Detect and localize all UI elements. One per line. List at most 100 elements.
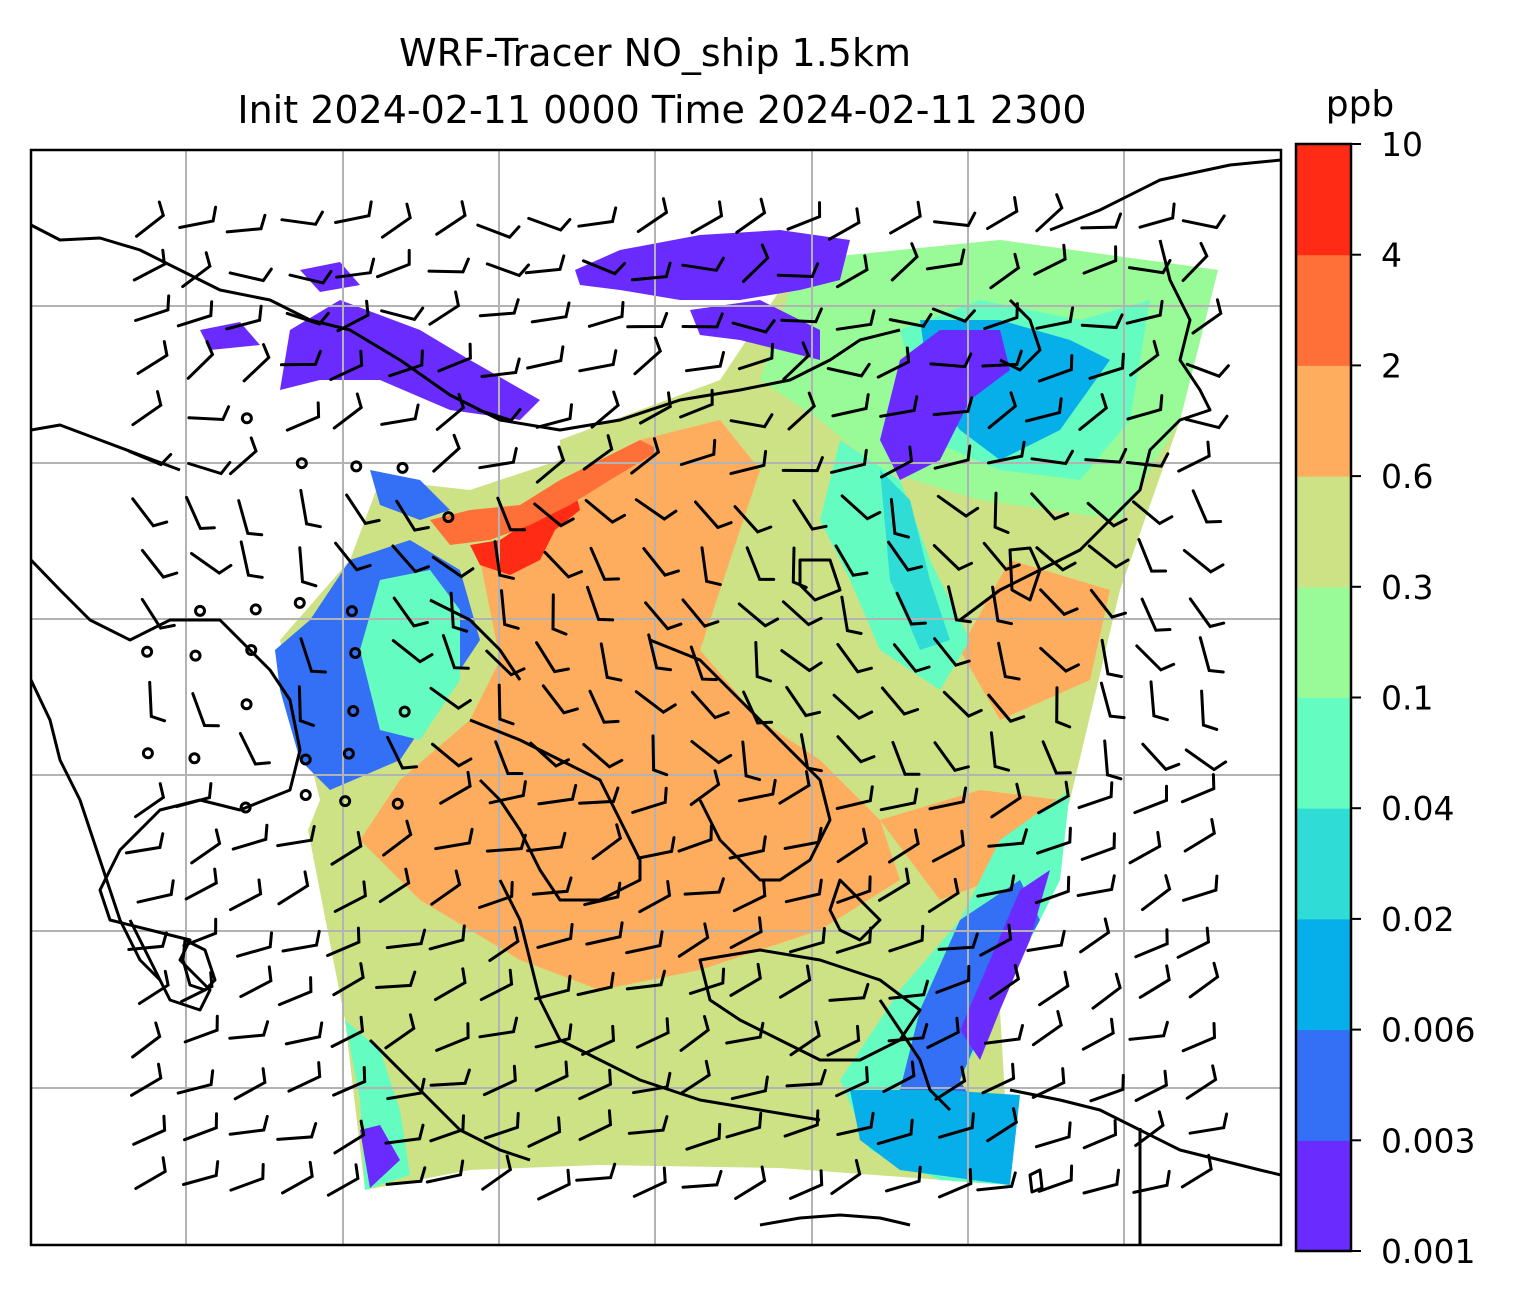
wind-barb [1132, 500, 1174, 526]
wind-barb [878, 867, 911, 902]
wind-barb [582, 434, 614, 471]
wind-barb [679, 388, 714, 419]
wind-barb [700, 546, 722, 587]
wind-barb [1041, 740, 1072, 775]
border-himalaya [31, 223, 901, 432]
wind-barb [127, 931, 168, 951]
wind-barb [991, 585, 1013, 626]
wind-barb [1180, 773, 1216, 804]
wind-barb [585, 921, 624, 946]
coast-sulawesi [878, 999, 952, 1112]
wind-barb [430, 869, 462, 906]
wind-barb [535, 641, 570, 674]
wind-barb [688, 967, 726, 995]
wind-barb-calm [396, 461, 409, 474]
wind-barb [140, 548, 179, 579]
wind-barb [181, 251, 212, 289]
wind-barb [1099, 681, 1126, 720]
wind-barb [537, 1168, 571, 1201]
wind-barb [889, 200, 922, 235]
wind-barb [1025, 397, 1063, 423]
wind-barb [130, 1062, 163, 1097]
coast-java [759, 1213, 911, 1227]
wind-barb [276, 825, 316, 848]
wind-barb [1088, 352, 1125, 380]
wind-barb [1141, 874, 1172, 912]
colorbar-block [1296, 697, 1351, 809]
wind-barb-calm [240, 412, 253, 425]
wind-barb [636, 197, 669, 233]
wind-barb [326, 1163, 360, 1197]
wind-barb [1031, 1067, 1066, 1099]
wind-barb [840, 494, 882, 521]
wind-barb [986, 1107, 1018, 1143]
wind-barb [184, 867, 218, 901]
wind-barb [931, 829, 966, 863]
wind-barb [185, 495, 216, 531]
wind-barb-calm [350, 460, 363, 473]
wind-barb [334, 200, 373, 224]
wind-barb [591, 823, 623, 861]
wind-barb [582, 743, 624, 769]
wind-barb [782, 341, 811, 381]
wind-barb [926, 1016, 960, 1049]
wind-barb [391, 639, 434, 664]
wind-barb [1181, 214, 1226, 230]
wind-barb [737, 342, 775, 371]
wind-barb [332, 1066, 367, 1097]
wind-barb [529, 741, 570, 768]
region-blue-bottom [850, 1090, 1020, 1185]
wind-barb [632, 1071, 672, 1095]
wind-barb [1185, 362, 1230, 378]
wind-barb [1182, 549, 1225, 574]
wind-barb-calm [398, 705, 411, 718]
map-panel [31, 150, 1281, 1245]
wind-barb [876, 1118, 914, 1146]
wind-barb [1125, 299, 1164, 325]
wind-barb [239, 965, 273, 999]
wind-barb [787, 391, 816, 431]
wind-barb [631, 261, 672, 282]
wind-barb [989, 252, 1021, 290]
wind-barb [976, 874, 1016, 898]
wind-barb [384, 1123, 425, 1145]
wind-barb [1183, 818, 1216, 853]
wind-barb [435, 200, 467, 236]
wind-barb [932, 396, 974, 417]
wind-barb [1198, 636, 1225, 674]
wind-barb [636, 836, 676, 860]
wind-barb [391, 544, 430, 574]
gridlines [31, 150, 1281, 1245]
wind-barb [836, 1111, 875, 1136]
wind-barb [485, 649, 526, 677]
wind-barb [836, 254, 869, 289]
wind-barb [889, 498, 910, 539]
wind-barb [1177, 440, 1211, 473]
wind-barb [599, 642, 623, 682]
wind-barb [780, 649, 823, 673]
wind-barb [1035, 546, 1077, 572]
wind-barb [1134, 1110, 1165, 1147]
wind-barb-calm [345, 605, 358, 618]
wind-barb [131, 1021, 162, 1059]
wind-barb [229, 1163, 265, 1192]
wind-barb [1036, 826, 1072, 855]
wind-barb [690, 740, 733, 765]
wind-barb [1181, 1022, 1217, 1053]
wind-barb [482, 1064, 517, 1097]
region-orange-east [960, 560, 1110, 720]
wind-barb [1181, 241, 1209, 282]
wind-barb [494, 740, 524, 775]
region-blue-plume-tip [370, 470, 450, 520]
wind-barb [375, 970, 417, 989]
colorbar-tick-label: 0.003 [1381, 1121, 1475, 1160]
wind-barb [836, 875, 872, 904]
wind-barb [735, 197, 767, 234]
wind-barb [485, 262, 530, 278]
wind-barb [1134, 1069, 1168, 1102]
colorbar-tick-label: 0.04 [1381, 789, 1454, 828]
coast-taiwan [1008, 546, 1042, 602]
wind-barb [1103, 739, 1123, 781]
wind-barb [1128, 830, 1162, 865]
